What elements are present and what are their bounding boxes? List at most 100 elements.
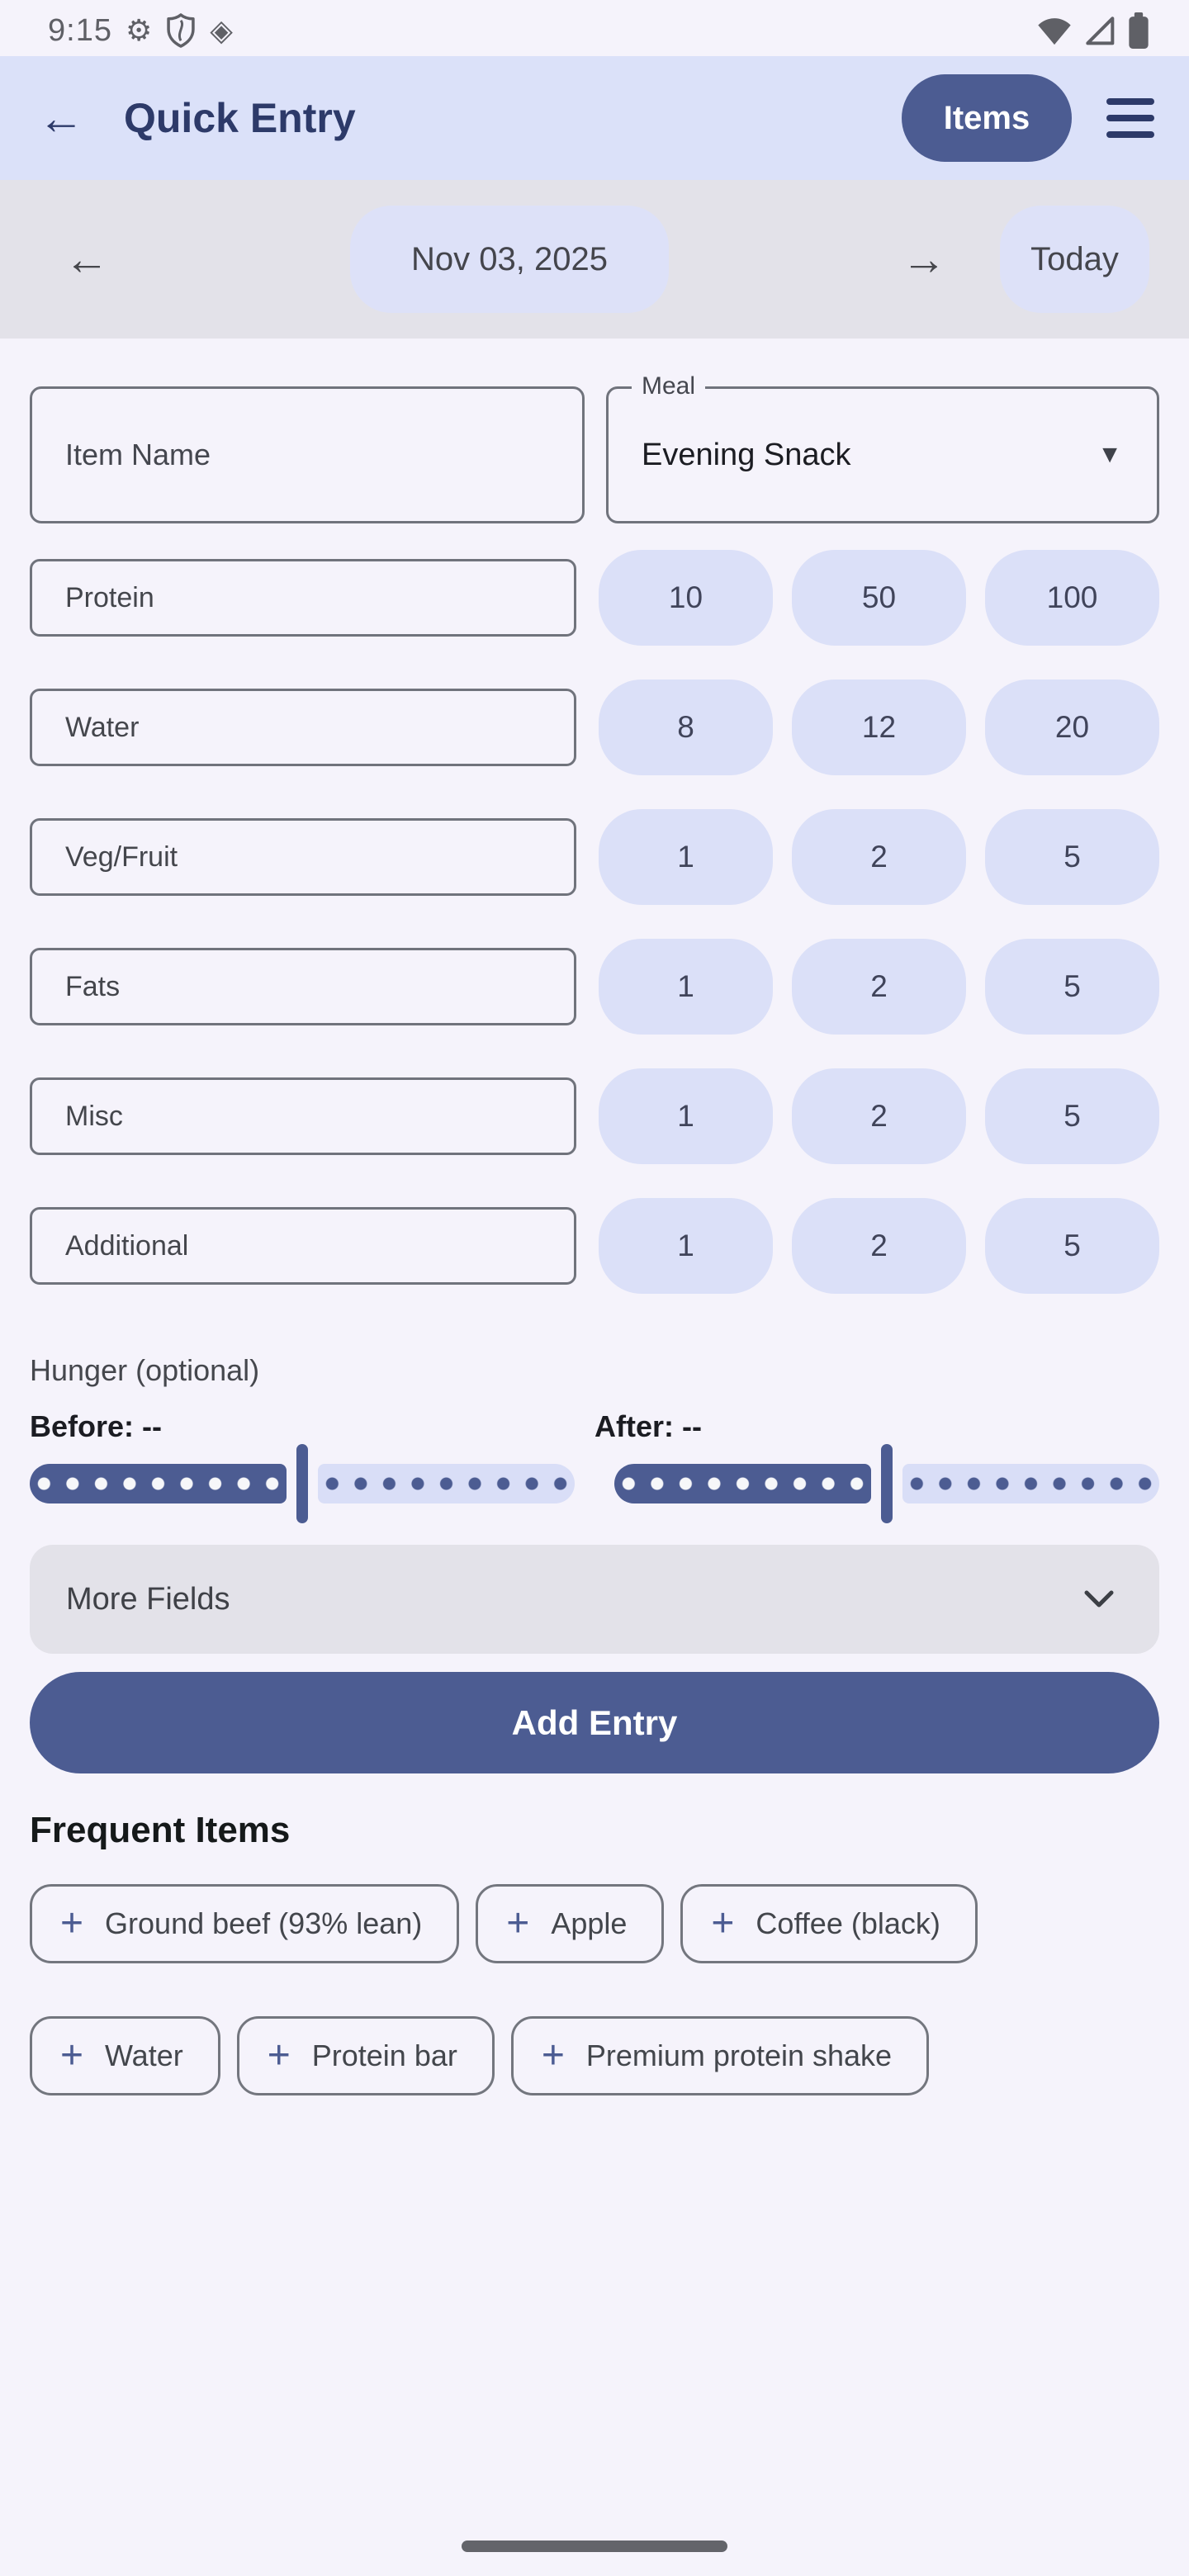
slider-track-inactive (902, 1464, 1159, 1503)
preset-button[interactable]: 1 (599, 1068, 773, 1164)
gear-icon: ⚙ (125, 13, 153, 47)
frequent-items-row-2: + Water + Protein bar + Premium protein … (30, 2016, 1159, 2095)
slider-track-inactive (318, 1464, 575, 1503)
slider-track-active (30, 1464, 287, 1503)
frequent-item-chip[interactable]: + Apple (476, 1884, 665, 1963)
date-navigation-bar: ← Nov 03, 2025 → Today (0, 180, 1189, 339)
slider-track-active (614, 1464, 871, 1503)
chip-label: Protein bar (311, 2039, 457, 2072)
clock: 9:15 (48, 12, 112, 48)
hunger-sliders (30, 1444, 1159, 1523)
add-entry-button[interactable]: Add Entry (30, 1672, 1159, 1773)
shield-icon (165, 12, 197, 49)
frequent-item-chip[interactable]: + Ground beef (93% lean) (30, 1884, 460, 1963)
additional-input[interactable] (30, 1207, 576, 1285)
macro-row-fats: 1 2 5 (30, 939, 1159, 1035)
gesture-navigation-handle[interactable] (462, 2540, 727, 2552)
more-fields-expander[interactable]: More Fields (30, 1545, 1159, 1654)
macro-row-water: 8 12 20 (30, 680, 1159, 775)
veg-fruit-presets: 1 2 5 (599, 809, 1159, 905)
fats-presets: 1 2 5 (599, 939, 1159, 1035)
more-fields-label: More Fields (66, 1581, 230, 1617)
preset-button[interactable]: 8 (599, 680, 773, 775)
macro-row-protein: 10 50 100 (30, 550, 1159, 646)
chip-label: Ground beef (93% lean) (105, 1906, 423, 1940)
plus-icon: + (60, 2034, 84, 2077)
page-title: Quick Entry (124, 95, 356, 141)
preset-button[interactable]: 20 (985, 680, 1159, 775)
battery-icon (1128, 12, 1149, 49)
status-bar-right (1037, 12, 1149, 49)
hunger-labels: Before: -- After: -- (30, 1409, 1159, 1444)
app-bar: ← Quick Entry Items (0, 56, 1189, 180)
misc-input[interactable] (30, 1077, 576, 1155)
plus-icon: + (506, 1901, 530, 1945)
macro-row-additional: 1 2 5 (30, 1198, 1159, 1294)
hunger-after-slider[interactable] (614, 1444, 1159, 1523)
status-bar: 9:15 ⚙ ◈ (0, 0, 1189, 56)
preset-button[interactable]: 12 (792, 680, 966, 775)
chip-label: Coffee (black) (756, 1906, 940, 1940)
preset-button[interactable]: 50 (792, 550, 966, 646)
slider-thumb (881, 1444, 893, 1523)
hunger-section-title: Hunger (optional) (30, 1353, 260, 1387)
macro-row-veg-fruit: 1 2 5 (30, 809, 1159, 905)
previous-day-arrow-icon[interactable]: ← (64, 234, 109, 284)
top-fields-row: Meal Evening Snack ▼ (30, 372, 1159, 523)
wifi-icon (1037, 15, 1072, 46)
hunger-before-slider[interactable] (30, 1444, 575, 1523)
date-picker-button[interactable]: Nov 03, 2025 (350, 206, 669, 313)
preset-button[interactable]: 2 (792, 1068, 966, 1164)
hamburger-menu-icon[interactable] (1106, 98, 1154, 138)
protein-input[interactable] (30, 559, 576, 637)
frequent-items-row-1: + Ground beef (93% lean) + Apple + Coffe… (30, 1884, 1159, 1963)
cellular-signal-icon (1083, 14, 1116, 47)
items-button[interactable]: Items (902, 74, 1072, 162)
fats-input[interactable] (30, 948, 576, 1025)
pattern-diamond-icon: ◈ (210, 13, 233, 47)
water-input[interactable] (30, 689, 576, 766)
chip-label: Apple (551, 1906, 628, 1940)
back-arrow-icon[interactable]: ← (38, 92, 84, 144)
plus-icon: + (711, 1901, 735, 1945)
preset-button[interactable]: 1 (599, 809, 773, 905)
veg-fruit-input[interactable] (30, 818, 576, 896)
water-presets: 8 12 20 (599, 680, 1159, 775)
item-name-input[interactable] (30, 386, 585, 523)
chevron-down-icon (1082, 1589, 1116, 1610)
meal-select-value: Evening Snack (642, 437, 851, 472)
preset-button[interactable]: 5 (985, 1198, 1159, 1294)
preset-button[interactable]: 2 (792, 1198, 966, 1294)
frequent-item-chip[interactable]: + Premium protein shake (510, 2016, 930, 2095)
misc-presets: 1 2 5 (599, 1068, 1159, 1164)
frequent-item-chip[interactable]: + Coffee (black) (680, 1884, 978, 1963)
protein-presets: 10 50 100 (599, 550, 1159, 646)
plus-icon: + (541, 2034, 565, 2077)
plus-icon: + (267, 2034, 291, 2077)
preset-button[interactable]: 5 (985, 939, 1159, 1035)
hunger-after-label: After: -- (594, 1409, 702, 1443)
preset-button[interactable]: 1 (599, 1198, 773, 1294)
today-button[interactable]: Today (1000, 206, 1149, 313)
meal-select-label: Meal (632, 372, 706, 400)
preset-button[interactable]: 1 (599, 939, 773, 1035)
additional-presets: 1 2 5 (599, 1198, 1159, 1294)
preset-button[interactable]: 5 (985, 1068, 1159, 1164)
hunger-before-label: Before: -- (30, 1409, 162, 1443)
next-day-arrow-icon[interactable]: → (902, 234, 946, 284)
frequent-item-chip[interactable]: + Protein bar (236, 2016, 495, 2095)
plus-icon: + (60, 1901, 84, 1945)
preset-button[interactable]: 10 (599, 550, 773, 646)
dropdown-caret-icon: ▼ (1097, 441, 1122, 468)
preset-button[interactable]: 2 (792, 939, 966, 1035)
slider-thumb (296, 1444, 308, 1523)
chip-label: Premium protein shake (585, 2039, 893, 2072)
preset-button[interactable]: 100 (985, 550, 1159, 646)
preset-button[interactable]: 2 (792, 809, 966, 905)
frequent-item-chip[interactable]: + Water (30, 2016, 220, 2095)
macro-row-misc: 1 2 5 (30, 1068, 1159, 1164)
form-content: Meal Evening Snack ▼ 10 50 100 8 12 20 (0, 372, 1189, 2095)
meal-select[interactable]: Meal Evening Snack ▼ (606, 372, 1159, 523)
preset-button[interactable]: 5 (985, 809, 1159, 905)
